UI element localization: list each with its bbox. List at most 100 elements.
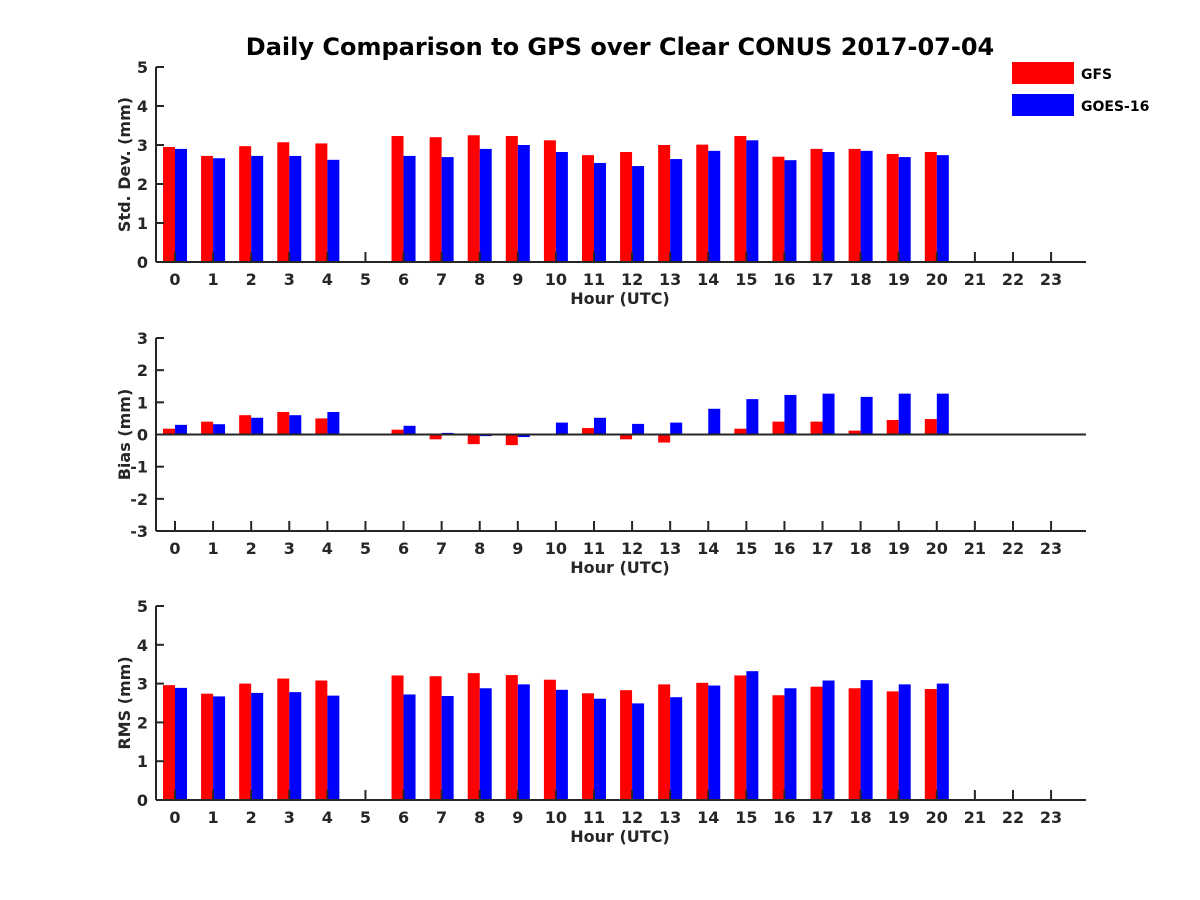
std-dev-bar-goes16-h13 bbox=[670, 159, 683, 262]
bias-ytick-label: 3 bbox=[137, 329, 148, 348]
rms-bar-goes16-h10 bbox=[555, 689, 568, 800]
bias-bar-gfs-h12 bbox=[620, 434, 633, 440]
rms-bar-goes16-h1 bbox=[213, 696, 226, 800]
bias-xtick-label: 16 bbox=[773, 539, 795, 558]
rms-ytick-label: 4 bbox=[137, 636, 148, 655]
rms-xtick-label: 23 bbox=[1040, 808, 1062, 827]
rms-xtick-label: 16 bbox=[773, 808, 795, 827]
rms-bar-goes16-h8 bbox=[479, 688, 492, 800]
std-dev-bar-gfs-h9 bbox=[505, 136, 518, 262]
std-dev-xtick-label: 5 bbox=[360, 270, 371, 289]
bias-xtick-label: 19 bbox=[888, 539, 910, 558]
std-dev-xtick-label: 12 bbox=[621, 270, 643, 289]
rms-xtick-label: 2 bbox=[246, 808, 257, 827]
rms-bar-goes16-h13 bbox=[670, 697, 683, 800]
std-dev-bar-gfs-h16 bbox=[772, 156, 785, 262]
std-dev-bar-goes16-h16 bbox=[784, 160, 797, 262]
bias-bar-goes16-h12 bbox=[632, 423, 645, 435]
bias-xtick-label: 4 bbox=[322, 539, 333, 558]
bias-xtick-label: 14 bbox=[697, 539, 719, 558]
std-dev-bar-goes16-h15 bbox=[746, 140, 759, 262]
rms-xtick-label: 18 bbox=[849, 808, 871, 827]
std-dev-bar-gfs-h17 bbox=[810, 148, 823, 262]
std-dev-bar-goes16-h4 bbox=[327, 159, 340, 262]
bias-xtick-label: 12 bbox=[621, 539, 643, 558]
std-dev-ytick-label: 1 bbox=[137, 214, 148, 233]
rms-xtick-label: 20 bbox=[926, 808, 948, 827]
std-dev-bar-goes16-h19 bbox=[898, 157, 911, 262]
rms-ytick-label: 1 bbox=[137, 752, 148, 771]
std-dev-xtick-label: 8 bbox=[474, 270, 485, 289]
std-dev-bar-gfs-h13 bbox=[658, 145, 671, 262]
std-dev-xtick-label: 14 bbox=[697, 270, 719, 289]
bias-bar-gfs-h2 bbox=[239, 415, 252, 435]
rms-bar-goes16-h15 bbox=[746, 671, 759, 800]
bias-bar-goes16-h14 bbox=[708, 408, 721, 435]
bias-ylabel: Bias (mm) bbox=[115, 389, 134, 481]
std-dev-xtick-label: 4 bbox=[322, 270, 333, 289]
bias-bar-goes16-h4 bbox=[327, 411, 340, 435]
bias-xtick-label: 10 bbox=[545, 539, 567, 558]
bias-bar-gfs-h8 bbox=[467, 434, 480, 445]
rms-bar-gfs-h10 bbox=[543, 679, 556, 800]
bias-ytick-label: 2 bbox=[137, 361, 148, 380]
rms-bar-gfs-h12 bbox=[620, 690, 633, 800]
rms-xtick-label: 17 bbox=[811, 808, 833, 827]
bias-ytick-label: 0 bbox=[137, 426, 148, 445]
bias-bar-gfs-h13 bbox=[658, 434, 671, 443]
bias-xtick-label: 7 bbox=[436, 539, 447, 558]
bias-xtick-label: 20 bbox=[926, 539, 948, 558]
rms-bar-goes16-h2 bbox=[251, 692, 264, 800]
std-dev-bar-goes16-h11 bbox=[593, 162, 606, 262]
bias-xtick-label: 0 bbox=[169, 539, 180, 558]
bias-bar-gfs-h16 bbox=[772, 421, 785, 435]
rms-bar-gfs-h20 bbox=[924, 689, 937, 800]
rms-xtick-label: 11 bbox=[583, 808, 605, 827]
std-dev-xtick-label: 21 bbox=[964, 270, 986, 289]
bias-bar-goes16-h15 bbox=[746, 399, 759, 435]
std-dev-ytick-label: 4 bbox=[137, 97, 148, 116]
std-dev-bar-goes16-h9 bbox=[517, 145, 530, 262]
rms-bar-gfs-h9 bbox=[505, 675, 518, 800]
rms-xtick-label: 14 bbox=[697, 808, 719, 827]
rms-bar-goes16-h19 bbox=[898, 684, 911, 800]
bias-xtick-label: 15 bbox=[735, 539, 757, 558]
bias-bar-goes16-h20 bbox=[936, 393, 949, 435]
rms-bar-goes16-h14 bbox=[708, 685, 721, 800]
std-dev-bar-gfs-h7 bbox=[429, 137, 442, 262]
rms-xtick-label: 3 bbox=[284, 808, 295, 827]
std-dev-bar-gfs-h20 bbox=[924, 152, 937, 262]
legend-swatch-gfs bbox=[1012, 62, 1074, 84]
bias-bar-goes16-h2 bbox=[251, 417, 264, 435]
rms-xtick-label: 15 bbox=[735, 808, 757, 827]
rms-ytick-label: 0 bbox=[137, 791, 148, 810]
rms-bar-gfs-h3 bbox=[277, 678, 290, 800]
std-dev-bar-gfs-h18 bbox=[848, 148, 861, 262]
bias-bar-gfs-h1 bbox=[201, 421, 214, 435]
bias-ytick-label: -3 bbox=[130, 522, 148, 541]
std-dev-bar-gfs-h2 bbox=[239, 146, 252, 262]
bias-bar-goes16-h16 bbox=[784, 394, 797, 435]
bias-bar-gfs-h15 bbox=[734, 428, 747, 435]
std-dev-bar-gfs-h12 bbox=[620, 152, 633, 262]
std-dev-ytick-label: 3 bbox=[137, 136, 148, 155]
rms-bar-gfs-h18 bbox=[848, 688, 861, 800]
bias-bar-gfs-h11 bbox=[581, 428, 594, 435]
rms-bar-goes16-h18 bbox=[860, 680, 873, 800]
std-dev-xtick-label: 18 bbox=[849, 270, 871, 289]
bias-xtick-label: 1 bbox=[208, 539, 219, 558]
bias-bar-goes16-h0 bbox=[175, 424, 187, 435]
std-dev-ytick-label: 2 bbox=[137, 175, 148, 194]
rms-bar-gfs-h13 bbox=[658, 684, 671, 800]
rms-bar-goes16-h9 bbox=[517, 684, 530, 800]
rms-ytick-label: 3 bbox=[137, 675, 148, 694]
bias-bar-goes16-h18 bbox=[860, 396, 873, 435]
bias-ytick-label: -2 bbox=[130, 490, 148, 509]
std-dev-bar-goes16-h6 bbox=[403, 155, 416, 262]
rms-bar-goes16-h12 bbox=[632, 703, 645, 800]
rms-bar-goes16-h11 bbox=[593, 698, 606, 800]
